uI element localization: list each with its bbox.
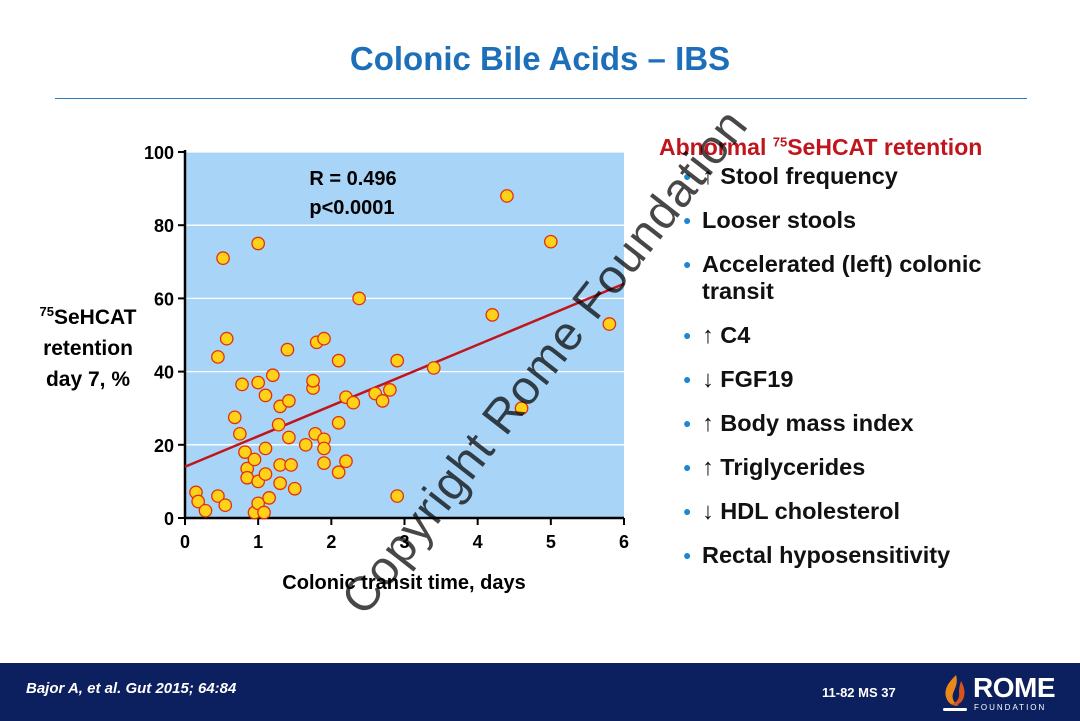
data-point bbox=[265, 368, 280, 383]
data-point bbox=[258, 388, 273, 403]
side-heading-post: SeHCAT retention bbox=[787, 134, 983, 160]
y-tick-label: 0 bbox=[164, 509, 174, 529]
finding-item: ↑ Body mass index bbox=[683, 410, 1053, 437]
data-point bbox=[284, 458, 298, 472]
flame-icon bbox=[943, 675, 967, 711]
slide-title: Colonic Bile Acids – IBS bbox=[349, 40, 731, 77]
footer-bar: Bajor A, et al. Gut 2015; 64:84 11-82 MS… bbox=[0, 663, 1080, 721]
scatter-chart: 0 20 40 60 80 100 0 1 2 3 4 5 6 R = 0.496 p<0.0001 bbox=[144, 143, 629, 552]
slide-code: 11-82 MS 37 bbox=[822, 685, 896, 700]
y-axis-label-line-1: SeHCAT bbox=[54, 306, 137, 329]
data-point bbox=[262, 491, 276, 505]
data-point bbox=[218, 498, 233, 513]
data-point bbox=[198, 503, 213, 518]
data-point bbox=[211, 350, 225, 364]
data-point bbox=[257, 505, 271, 520]
side-heading-pre: Abnormal bbox=[659, 134, 773, 160]
data-point bbox=[339, 454, 353, 469]
data-point bbox=[258, 467, 273, 481]
data-point bbox=[317, 441, 331, 456]
data-point bbox=[258, 441, 273, 456]
data-point bbox=[233, 426, 247, 441]
x-axis-label: Colonic transit time, days bbox=[282, 572, 526, 594]
data-point bbox=[247, 452, 262, 467]
data-point bbox=[331, 465, 346, 480]
x-tick-label: 1 bbox=[253, 532, 263, 552]
rome-foundation-logo: ROME FOUNDATION bbox=[940, 672, 1070, 714]
data-point bbox=[317, 331, 331, 346]
data-point bbox=[298, 437, 313, 452]
data-point bbox=[251, 236, 266, 251]
finding-item: Rectal hyposensitivity bbox=[683, 542, 1053, 569]
finding-item: ↓ HDL cholesterol bbox=[683, 498, 1053, 525]
finding-item: ↑ C4 bbox=[683, 322, 1053, 349]
data-point bbox=[219, 331, 234, 346]
finding-item: Accelerated (left) colonic transit bbox=[683, 251, 1053, 305]
y-axis-label-sup: 75 bbox=[39, 304, 54, 319]
y-tick-label: 80 bbox=[154, 216, 174, 236]
data-point bbox=[280, 342, 295, 357]
y-axis-label-line-2: retention bbox=[43, 337, 133, 360]
finding-item: ↑ Stool frequency bbox=[683, 163, 1053, 190]
trend-line bbox=[184, 282, 625, 468]
y-tick-label: 20 bbox=[154, 436, 174, 456]
data-point bbox=[331, 415, 346, 430]
data-point bbox=[287, 481, 302, 496]
y-tick-label: 100 bbox=[144, 143, 174, 163]
data-point bbox=[216, 251, 230, 265]
x-tick-label: 2 bbox=[326, 532, 336, 552]
x-tick-label: 5 bbox=[546, 532, 556, 552]
x-tick-label: 3 bbox=[399, 532, 409, 552]
title-divider bbox=[55, 98, 1027, 99]
data-point bbox=[352, 291, 366, 306]
data-point bbox=[282, 394, 296, 408]
data-point bbox=[238, 445, 252, 459]
data-point bbox=[375, 394, 390, 408]
findings-list: ↑ Stool frequency Looser stools Accelera… bbox=[683, 163, 1053, 569]
stats-annotation: R = 0.496 bbox=[309, 168, 396, 190]
logo-subtext: FOUNDATION bbox=[974, 703, 1047, 712]
data-point bbox=[485, 308, 500, 322]
y-axis-label-line-3: day 7, % bbox=[45, 368, 131, 391]
data-point bbox=[543, 234, 558, 249]
data-point bbox=[235, 377, 249, 392]
y-tick-label: 40 bbox=[154, 363, 174, 383]
data-point bbox=[383, 383, 397, 397]
logo-wordmark: ROME bbox=[973, 672, 1056, 703]
y-tick-label: 60 bbox=[154, 289, 174, 309]
data-point bbox=[211, 489, 225, 503]
data-point bbox=[331, 353, 346, 368]
side-heading: Abnormal 75SeHCAT retention bbox=[659, 134, 982, 161]
data-point bbox=[191, 494, 206, 509]
x-tick-label: 4 bbox=[473, 532, 483, 552]
data-point bbox=[426, 361, 441, 375]
data-point bbox=[227, 410, 242, 425]
finding-item: Looser stools bbox=[683, 207, 1053, 234]
data-point bbox=[271, 417, 286, 432]
data-point bbox=[251, 375, 266, 390]
data-point bbox=[514, 401, 529, 416]
side-heading-sup: 75 bbox=[772, 134, 788, 150]
data-point bbox=[282, 430, 296, 445]
data-point bbox=[346, 395, 361, 410]
data-point bbox=[390, 489, 405, 503]
data-point bbox=[273, 476, 287, 491]
y-axis-label: 75SeHCAT retention day 7, % bbox=[28, 296, 148, 395]
x-tick-label: 6 bbox=[619, 532, 629, 552]
finding-item: ↓ FGF19 bbox=[683, 366, 1053, 393]
data-point bbox=[390, 353, 405, 368]
data-point bbox=[317, 456, 331, 470]
stats-annotation: p<0.0001 bbox=[309, 197, 394, 219]
data-point bbox=[500, 189, 514, 203]
x-tick-label: 0 bbox=[180, 532, 190, 552]
finding-item: ↑ Triglycerides bbox=[683, 454, 1053, 481]
data-point bbox=[306, 373, 320, 388]
data-point bbox=[602, 317, 617, 331]
citation: Bajor A, et al. Gut 2015; 64:84 bbox=[26, 680, 237, 697]
